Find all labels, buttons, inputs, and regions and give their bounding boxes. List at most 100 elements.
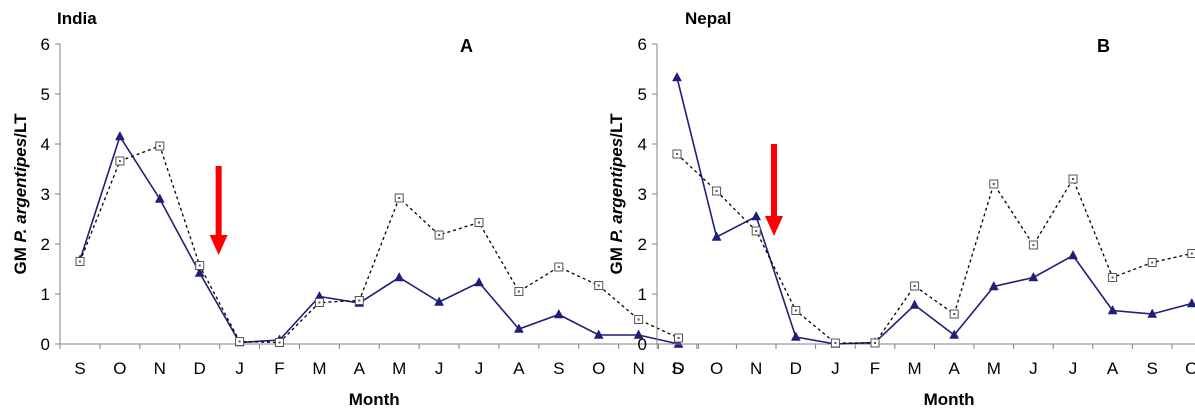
data-point-square-dot xyxy=(358,299,361,302)
x-tick-label: A xyxy=(354,359,366,378)
red-arrow-icon xyxy=(209,166,228,255)
data-point-triangle xyxy=(114,130,125,141)
y-tick-label: 0 xyxy=(638,335,647,354)
y-tick-label: 3 xyxy=(638,185,647,204)
data-point-triangle xyxy=(434,296,445,306)
data-point-square-dot xyxy=(557,266,560,268)
data-point-square-dot xyxy=(715,190,718,192)
x-tick-label: N xyxy=(750,359,762,378)
data-point-triangle xyxy=(673,338,684,348)
data-point-square-dot xyxy=(318,301,321,304)
data-point-square-dot xyxy=(874,342,876,344)
data-point-square-dot xyxy=(794,309,797,312)
x-axis-label: Month xyxy=(349,390,400,409)
x-tick-label: N xyxy=(154,359,166,378)
data-point-square-dot xyxy=(278,341,281,344)
data-point-square-dot xyxy=(992,183,995,185)
data-point-triangle xyxy=(1028,271,1039,282)
x-tick-label: S xyxy=(553,359,564,378)
data-point-triangle xyxy=(1186,297,1195,308)
data-point-triangle xyxy=(790,331,801,341)
data-point-triangle xyxy=(988,280,999,291)
y-tick-label: 4 xyxy=(638,135,647,154)
data-point-triangle xyxy=(633,329,644,339)
y-tick-label: 0 xyxy=(41,335,50,354)
data-point-square-dot xyxy=(1190,252,1193,255)
x-tick-label: M xyxy=(312,359,326,378)
data-point-square-dot xyxy=(118,160,121,162)
data-point-triangle xyxy=(711,231,722,241)
data-point-square-dot xyxy=(478,221,480,224)
y-tick-label: 5 xyxy=(638,85,647,104)
data-point-square-dot xyxy=(438,234,441,236)
x-tick-label: J xyxy=(235,359,244,378)
x-tick-label: S xyxy=(74,359,85,378)
chart-panel-a: India A 0 1 2 3 4 5 6 S O N D J F M A M J J A S O N D Month GM P. … xyxy=(11,9,699,409)
data-point-square-dot xyxy=(637,318,640,321)
data-point-triangle xyxy=(1107,304,1118,315)
x-tick-label: A xyxy=(949,359,961,378)
data-point-triangle xyxy=(194,267,205,277)
data-point-triangle xyxy=(154,193,165,203)
data-point-square-dot xyxy=(1111,276,1114,279)
x-tick-label: A xyxy=(513,359,525,378)
y-tick-label: 4 xyxy=(41,135,50,154)
x-tick-label: D xyxy=(790,359,802,378)
series-line-dotted xyxy=(676,153,1195,344)
y-axis-label: GM P. argentipes/LT xyxy=(607,113,626,275)
x-tick-label: O xyxy=(113,359,126,378)
red-arrow-icon xyxy=(765,144,783,236)
x-tick-label: F xyxy=(870,359,880,378)
x-tick-label: O xyxy=(592,359,605,378)
x-tick-label: F xyxy=(274,359,284,378)
x-tick-label: O xyxy=(710,359,723,378)
panel-letter: A xyxy=(460,36,473,56)
data-point-square-dot xyxy=(676,153,678,155)
data-point-triangle xyxy=(394,271,405,282)
data-point-square-dot xyxy=(755,230,758,232)
panel-letter: B xyxy=(1097,36,1110,56)
series-line-solid xyxy=(79,134,679,345)
x-tick-label: S xyxy=(1147,359,1158,378)
data-point-square-dot xyxy=(238,340,241,343)
data-point-triangle xyxy=(909,299,920,309)
y-tick-label: 5 xyxy=(41,85,50,104)
y-tick-label: 3 xyxy=(41,185,50,204)
y-tick-label: 6 xyxy=(41,35,50,54)
series-line-dotted xyxy=(79,145,679,344)
data-point-square-dot xyxy=(677,337,680,339)
x-tick-label: J xyxy=(831,359,840,378)
series-line-solid xyxy=(676,77,1195,345)
x-tick-label: M xyxy=(908,359,922,378)
data-point-triangle xyxy=(672,71,682,82)
data-point-square-dot xyxy=(1151,261,1154,264)
x-tick-label: O xyxy=(1185,359,1195,378)
data-point-triangle xyxy=(1147,308,1158,318)
data-point-square-dot xyxy=(398,197,401,199)
data-point-square-dot xyxy=(953,313,956,315)
data-point-square-dot xyxy=(1032,244,1035,246)
x-tick-label: N xyxy=(632,359,644,378)
y-tick-label: 2 xyxy=(41,235,50,254)
data-point-triangle xyxy=(553,308,564,319)
y-tick-label: 6 xyxy=(638,35,647,54)
data-point-triangle xyxy=(593,329,604,339)
region-title: Nepal xyxy=(685,9,731,28)
x-tick-label: S xyxy=(671,359,682,378)
data-point-triangle xyxy=(513,323,524,333)
x-tick-label: M xyxy=(987,359,1001,378)
x-tick-label: D xyxy=(194,359,206,378)
data-point-triangle xyxy=(474,276,484,287)
data-point-square-dot xyxy=(198,264,201,267)
region-title: India xyxy=(57,9,97,28)
x-tick-label: D xyxy=(672,359,684,378)
data-point-square-dot xyxy=(597,284,600,287)
y-tick-label: 1 xyxy=(41,285,50,304)
data-point-square-dot xyxy=(158,145,161,147)
x-tick-label: A xyxy=(1107,359,1119,378)
chart-panel-b: Nepal B 0 1 2 3 4 5 6 S O N D J F M A M J J A S O N Month GM P. a… xyxy=(607,9,1195,409)
data-point-triangle xyxy=(1068,249,1078,260)
data-point-triangle xyxy=(949,329,960,339)
x-tick-label: J xyxy=(475,359,484,378)
